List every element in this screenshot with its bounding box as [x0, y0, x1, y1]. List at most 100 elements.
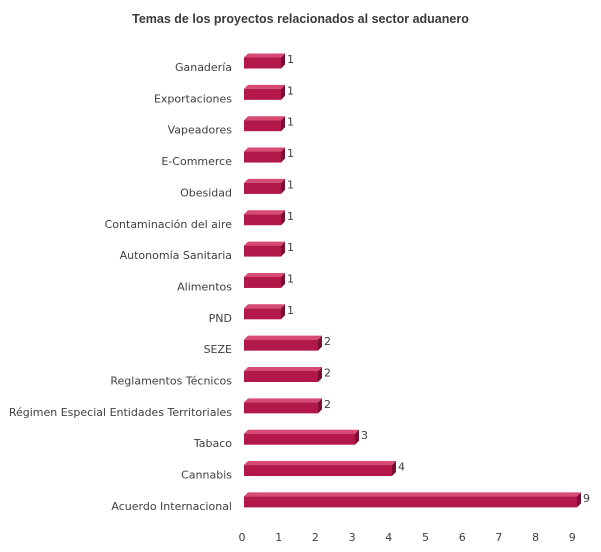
bar: [244, 53, 285, 69]
bar: [244, 304, 285, 320]
bar-top: [244, 367, 322, 371]
value-label: 4: [398, 461, 405, 474]
bar-top: [244, 116, 285, 121]
bar-front: [244, 57, 281, 69]
category-label: Alimentos: [177, 280, 232, 293]
bar: [244, 241, 285, 257]
x-tick-label: 2: [312, 531, 319, 544]
bar-top: [244, 461, 396, 466]
bar: [244, 461, 396, 477]
category-label: PND: [209, 312, 232, 325]
bar-top: [244, 335, 322, 340]
x-tick-label: 8: [532, 531, 539, 544]
category-label: Reglamentos Técnicos: [110, 375, 232, 388]
bar: [244, 335, 322, 351]
value-label: 1: [287, 304, 294, 317]
category-labels: Ganadería Exportaciones Vapeadores E-Commer…: [9, 61, 232, 513]
bar-front: [244, 151, 281, 163]
bar-front: [244, 88, 281, 100]
bar-top: [244, 241, 285, 246]
value-label: 1: [287, 84, 294, 97]
value-labels: 1 1 1 1 1 1 1 1 1 2 2 2 3 4 9: [287, 53, 590, 505]
bar: [244, 116, 285, 132]
bar: [244, 147, 285, 163]
chart-title: Temas de los proyectos relacionados al s…: [132, 12, 469, 26]
bar-side: [281, 116, 285, 132]
category-label: Ganadería: [175, 61, 232, 74]
bar-front: [244, 433, 355, 445]
bar-top: [244, 147, 285, 152]
bar-side: [281, 272, 285, 288]
bar-front: [244, 371, 318, 382]
bar-front: [244, 214, 281, 226]
category-label: SEZE: [204, 343, 232, 356]
bar-side: [281, 84, 285, 100]
bar-side: [281, 53, 285, 69]
bar-side: [281, 304, 285, 320]
x-tick-label: 5: [422, 531, 429, 544]
bar: [244, 272, 285, 288]
bar-front: [244, 465, 392, 477]
category-label: Cannabis: [181, 469, 232, 482]
category-label: Régimen Especial Entidades Territoriales: [9, 406, 232, 419]
value-label: 1: [287, 272, 294, 285]
bar-front: [244, 308, 281, 320]
bar-front: [244, 120, 281, 132]
bar: [244, 178, 285, 194]
bar-side: [281, 241, 285, 257]
value-label: 1: [287, 116, 294, 129]
bar: [244, 367, 322, 382]
bar: [244, 210, 285, 226]
bar-front: [244, 496, 577, 508]
bar-side: [281, 210, 285, 226]
bar-side: [392, 461, 396, 477]
bars-group: [244, 53, 581, 508]
value-label: 1: [287, 210, 294, 223]
bar-side: [355, 429, 359, 445]
category-label: Vapeadores: [168, 124, 233, 137]
x-tick-label: 9: [569, 531, 576, 544]
value-label: 1: [287, 53, 294, 66]
bar-front: [244, 245, 281, 257]
bar-top: [244, 210, 285, 215]
bar-top: [244, 84, 285, 89]
category-label: Contaminación del aire: [105, 218, 233, 231]
bar-side: [281, 178, 285, 194]
x-tick-label: 4: [385, 531, 392, 544]
value-label: 9: [583, 492, 590, 505]
x-tick-label: 7: [495, 531, 502, 544]
x-tick-label: 6: [459, 531, 466, 544]
bar-top: [244, 53, 285, 58]
bar-front: [244, 182, 281, 194]
bar-side: [577, 492, 581, 508]
x-tick-label: 1: [275, 531, 282, 544]
bar-top: [244, 429, 359, 434]
category-label: Obesidad: [180, 186, 232, 199]
bar-side: [318, 367, 322, 382]
category-label: Acuerdo Internacional: [111, 500, 232, 513]
bar-top: [244, 492, 581, 497]
value-label: 3: [361, 429, 368, 442]
x-axis-ticks: 0 1 2 3 4 5 6 7 8 9: [239, 531, 576, 544]
bar-front: [244, 339, 318, 351]
bar-side: [281, 147, 285, 163]
bar: [244, 492, 581, 508]
bar-side: [318, 398, 322, 414]
category-label: Autonomía Sanitaria: [120, 249, 232, 262]
category-label: E-Commerce: [161, 155, 232, 168]
bar-side: [318, 335, 322, 351]
value-label: 1: [287, 178, 294, 191]
bar-top: [244, 304, 285, 309]
bar: [244, 84, 285, 100]
bar-front: [244, 276, 281, 288]
bar-top: [244, 272, 285, 277]
bar: [244, 398, 322, 414]
value-label: 2: [324, 367, 331, 380]
bar-top: [244, 398, 322, 403]
bar-front: [244, 402, 318, 414]
value-label: 2: [324, 335, 331, 348]
value-label: 2: [324, 398, 331, 411]
x-tick-label: 0: [239, 531, 246, 544]
category-label: Exportaciones: [154, 92, 232, 105]
